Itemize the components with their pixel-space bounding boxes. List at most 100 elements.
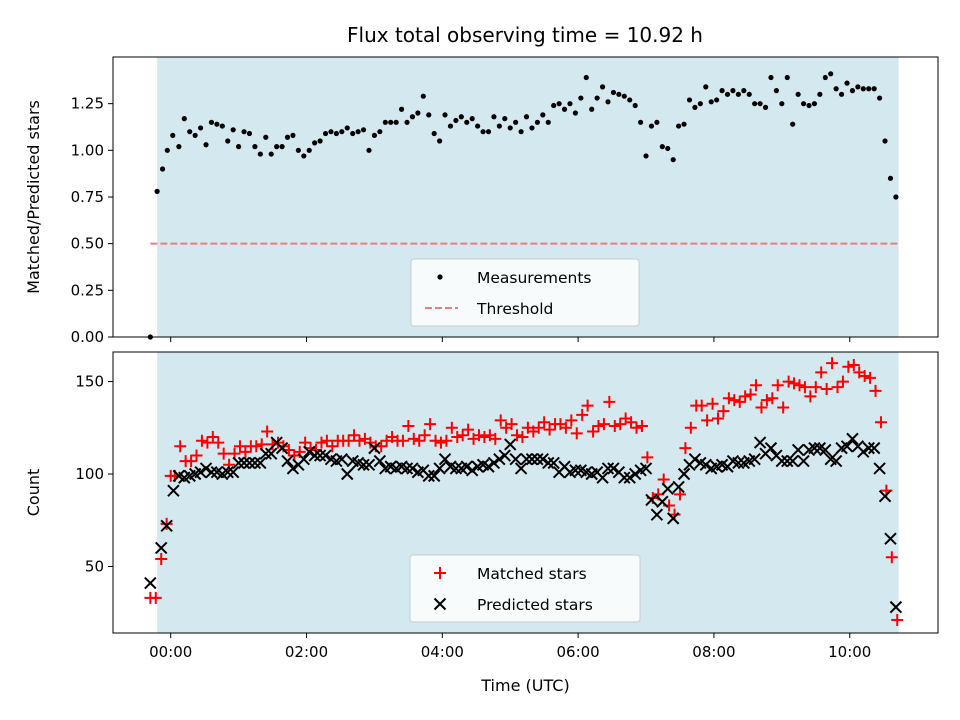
- predicted-star-point: [482, 460, 495, 473]
- predicted-star-point: [199, 462, 213, 475]
- matched-star-point: [858, 370, 871, 383]
- measurement-point: [469, 116, 475, 122]
- matched-star-point: [804, 390, 817, 403]
- measurement-point: [735, 91, 741, 97]
- predicted-star-point: [433, 462, 446, 475]
- predicted-star-point: [601, 462, 615, 475]
- matched-star-point: [576, 408, 589, 421]
- predicted-star-point: [791, 443, 805, 457]
- matched-star-point: [190, 449, 203, 462]
- predicted-star-point: [623, 471, 636, 484]
- predicted-star-point: [248, 456, 262, 470]
- measurement-point: [790, 121, 796, 127]
- matched-star-point: [587, 425, 600, 438]
- matched-star-point: [348, 429, 361, 442]
- measurement-point: [697, 101, 703, 107]
- measurement-point: [496, 123, 502, 129]
- measurement-point: [534, 119, 540, 125]
- predicted-star-point: [286, 462, 300, 475]
- measurement-point: [447, 123, 454, 129]
- predicted-star-point: [400, 462, 414, 475]
- measurement-point: [197, 125, 204, 131]
- matched-star-point: [750, 379, 763, 392]
- predicted-star-point: [862, 441, 875, 455]
- measurement-point: [817, 91, 823, 97]
- matched-star-point: [820, 382, 833, 395]
- measurement-point: [475, 123, 481, 129]
- measurement-point: [594, 95, 600, 101]
- matched-star-point: [434, 436, 447, 449]
- measurement-point: [513, 119, 519, 125]
- matched-star-point: [472, 429, 485, 442]
- measurement-point: [279, 144, 285, 150]
- legend-matched-marker: [434, 567, 446, 579]
- measurement-point: [523, 114, 530, 120]
- measurement-point: [252, 144, 258, 150]
- measurement-point: [540, 112, 546, 118]
- measurement-point: [762, 104, 769, 110]
- matched-star-point: [771, 379, 784, 392]
- matched-star-point: [559, 421, 572, 434]
- measurement-point: [784, 74, 790, 81]
- measurement-point: [350, 130, 356, 137]
- measurement-point: [203, 142, 209, 148]
- matched-star-point: [538, 416, 551, 429]
- predicted-star-point: [781, 454, 794, 468]
- predicted-star-point: [297, 453, 311, 466]
- matched-star-point: [543, 423, 556, 436]
- predicted-star-point: [308, 449, 321, 462]
- predicted-star-point: [547, 456, 560, 470]
- measurement-point: [795, 91, 801, 97]
- measurement-point: [192, 132, 198, 138]
- measurement-point: [464, 119, 470, 125]
- matched-star-point: [760, 394, 773, 407]
- predicted-star-point: [531, 453, 544, 466]
- predicted-star-point: [797, 454, 810, 468]
- predicted-star-point: [357, 458, 370, 471]
- measurement-point: [811, 101, 818, 107]
- matched-star-point: [701, 414, 714, 427]
- matched-star-point: [766, 392, 779, 405]
- matched-star-point: [717, 405, 730, 418]
- matched-star-point: [739, 390, 752, 403]
- predicted-star-point: [232, 456, 245, 470]
- measurement-point: [426, 112, 432, 118]
- measurement-point: [545, 119, 551, 125]
- measurement-point: [219, 123, 225, 129]
- measurement-point: [686, 97, 693, 103]
- measurement-point: [887, 175, 894, 181]
- predicted-star-point: [373, 454, 387, 468]
- measurement-point: [551, 102, 557, 109]
- matched-star-point: [608, 419, 621, 432]
- legend-predicted-marker: [433, 597, 447, 611]
- measurement-point: [176, 144, 182, 150]
- measurement-point: [246, 130, 253, 137]
- measurement-point: [344, 125, 350, 131]
- top-ytick-label: 0.00: [71, 328, 104, 346]
- measurement-point: [458, 114, 464, 120]
- matched-star-point: [440, 434, 453, 447]
- matched-star-point: [149, 591, 162, 604]
- predicted-star-point: [406, 462, 419, 475]
- measurement-point: [398, 106, 405, 112]
- matched-star-point: [695, 399, 708, 412]
- measurement-point: [409, 114, 416, 120]
- measurement-point: [453, 117, 459, 124]
- matched-star-point: [489, 432, 502, 445]
- predicted-star-point: [504, 438, 517, 451]
- measurement-point: [627, 97, 633, 103]
- measurement-point: [752, 101, 758, 107]
- measurement-point: [681, 121, 687, 127]
- measurement-point: [567, 101, 573, 107]
- predicted-star-point: [808, 441, 821, 455]
- predicted-star-point: [493, 453, 506, 466]
- matched-star-point: [679, 442, 692, 455]
- top-legend-box: [410, 258, 640, 327]
- predicted-star-point: [335, 453, 349, 466]
- measurement-point: [589, 106, 595, 112]
- predicted-star-point: [775, 454, 789, 468]
- predicted-star-point: [677, 467, 691, 481]
- measurement-point: [822, 74, 828, 81]
- measurement-point: [491, 114, 497, 120]
